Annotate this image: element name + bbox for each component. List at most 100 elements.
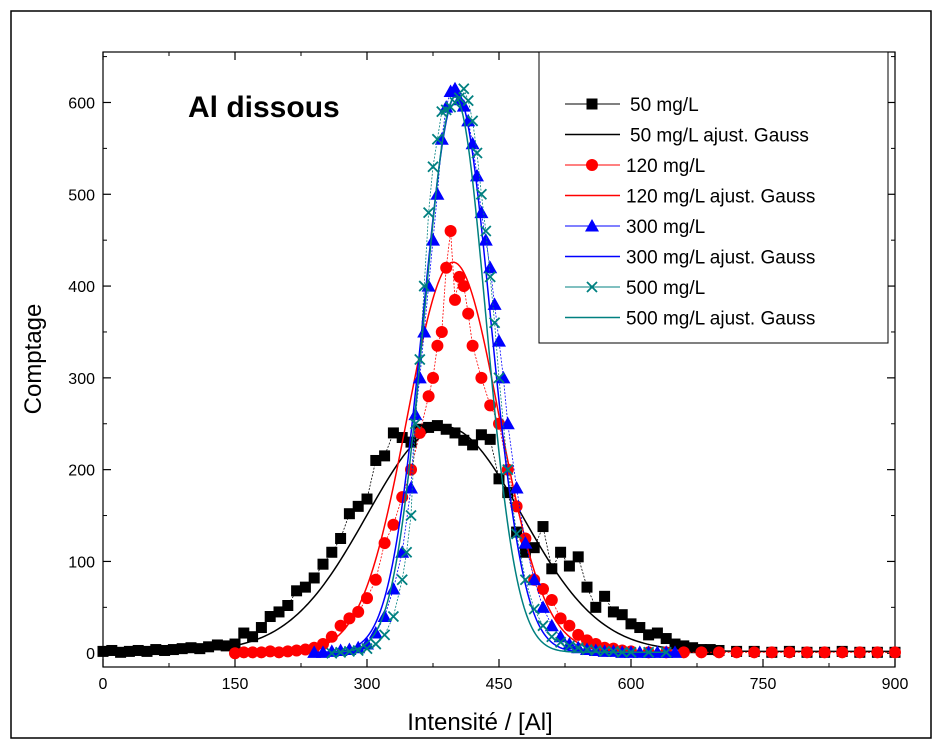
data-point [475,188,488,200]
x-tick-label: 0 [99,676,108,693]
data-point [453,270,466,283]
data-point [434,132,449,145]
data-point [599,590,611,602]
x-tick-label: 900 [882,676,909,693]
data-point [220,640,232,652]
legend-entry: 500 mg/L [565,278,705,299]
data-point [492,334,506,347]
data-point [563,619,576,632]
data-point [444,224,457,237]
data-point [414,353,426,366]
data-point [106,644,118,656]
data-point [466,339,479,352]
data-point [141,645,153,657]
data-point [458,83,470,95]
data-point [502,464,514,476]
data-point [528,603,540,615]
data-point [687,642,699,654]
data-point [678,640,690,652]
data-point [467,439,479,451]
data-point [400,546,413,558]
legend: 50 mg/L 50 mg/L ajust. Gauss 120 mg/L 120 m… [538,51,889,344]
data-point [396,432,408,444]
data-point [572,642,584,654]
data-point [299,581,311,593]
data-point [496,370,511,384]
data-point [545,593,558,606]
data-point [379,450,391,462]
x-tick-label: 300 [354,676,381,693]
data-point [470,168,484,182]
data-point [431,133,444,145]
legend-marker [585,219,599,232]
data-point [713,646,725,659]
data-point [317,558,329,570]
legend-label: 500 mg/L ajust. Gauss [626,309,815,330]
x-tick-label: 150 [222,676,249,693]
data-point [487,297,502,310]
data-point [176,643,188,655]
data-point [395,545,410,558]
legend-marker [586,98,598,110]
data-point [651,627,663,639]
data-point [307,645,322,658]
data-point [625,646,637,658]
data-point [471,147,483,159]
data-point [563,560,575,572]
legend-marker [586,281,598,293]
data-point [466,115,479,127]
data-point [404,481,418,494]
data-point [462,307,475,320]
data-point [484,271,496,283]
data-point [352,500,364,512]
data-point [572,551,584,563]
data-point [581,581,593,593]
data-point [493,473,505,485]
data-point [519,546,531,558]
axes-ticks: 0 150 300 450 600 750 900 0 100 200 300 400 500 600 [68,52,908,693]
data-point [607,606,619,618]
data-point [625,618,637,630]
data-point [369,573,382,586]
y-tick-label: 400 [68,279,95,296]
data-point [554,612,567,625]
data-point [500,416,515,430]
y-tick-label: 200 [68,463,95,480]
legend-label: 120 mg/L ajust. Gauss [626,187,815,208]
data-point [361,643,373,655]
data-point [159,644,171,656]
data-point [519,574,532,586]
data-point [413,426,426,439]
y-tick-label: 100 [68,554,95,571]
y-tick-label: 300 [68,371,95,388]
data-point [448,81,462,95]
data-point [431,339,444,352]
data-point [273,646,285,659]
data-point [211,639,223,651]
data-point [572,628,585,641]
data-point [435,325,448,338]
data-point [695,646,708,659]
data-point [387,518,400,531]
data-point [370,638,382,650]
y-axis-label: Comptage [20,304,47,415]
legend-label: 300 mg/L [626,217,705,238]
data-point [475,429,487,441]
data-point [281,645,294,658]
data-point [387,427,399,439]
data-point [427,161,439,173]
data-point [264,645,277,658]
data-point [422,206,435,219]
data-point [853,646,866,659]
data-point [458,434,470,446]
data-point [563,640,576,652]
data-point [546,631,558,643]
data-point [634,622,646,634]
data-point [440,261,453,274]
data-point [282,600,294,611]
data-point [273,606,285,618]
y-tick-label: 600 [68,95,95,112]
data-point [475,371,488,384]
data-point [474,205,489,219]
